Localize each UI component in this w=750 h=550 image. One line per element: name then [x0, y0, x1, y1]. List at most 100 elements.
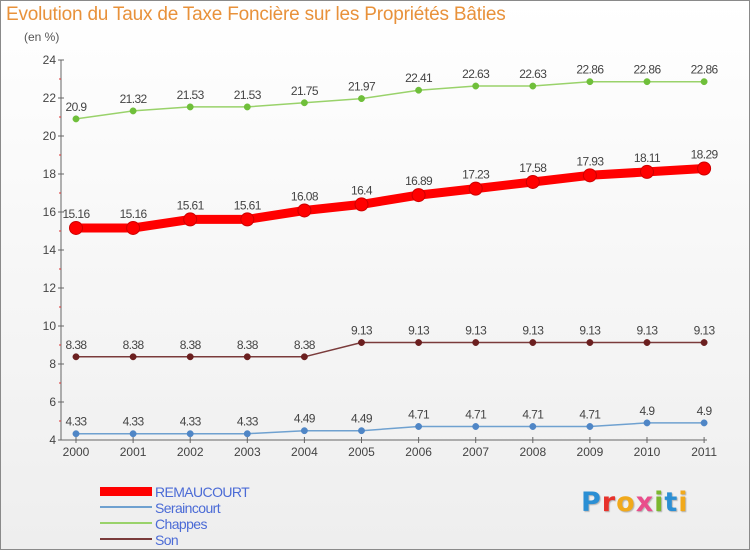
data-label: 9.13	[637, 324, 659, 338]
data-label: 4.49	[351, 412, 373, 426]
data-label: 4.71	[408, 408, 430, 422]
data-point	[129, 353, 137, 361]
chart-unit-label: (en %)	[24, 30, 60, 44]
data-label: 4.33	[66, 415, 88, 429]
data-point	[643, 419, 651, 427]
data-label: 15.61	[234, 198, 262, 212]
logo-letter: P	[581, 487, 602, 518]
data-point	[700, 419, 708, 427]
series-line	[75, 80, 705, 120]
data-point	[586, 423, 594, 430]
x-tick-label: 2002	[177, 445, 204, 459]
data-label: 21.53	[177, 88, 205, 102]
data-label: 8.38	[294, 338, 316, 352]
chart-axes: 4 6 8 10 12 14 16 18 20 22 24 2000 2001 2002 2003 2004 2…	[43, 53, 718, 459]
data-point	[72, 353, 80, 361]
x-tick-label: 2000	[63, 445, 90, 459]
logo-letter: i	[654, 487, 665, 518]
data-point	[354, 197, 369, 212]
data-label: 4.9	[640, 404, 656, 418]
data-label: 4.33	[180, 415, 202, 429]
legend-label: Chappes	[155, 516, 207, 532]
data-label: 4.9	[697, 404, 713, 418]
x-tick-label: 2011	[691, 445, 717, 459]
logo-letter: o	[616, 487, 636, 518]
data-label: 8.38	[66, 338, 88, 352]
data-label: 9.13	[351, 324, 373, 338]
data-point	[300, 99, 308, 107]
x-tick-label: 2005	[348, 445, 375, 459]
data-point	[300, 353, 308, 361]
x-tick-label: 2007	[462, 445, 489, 459]
data-point	[415, 339, 423, 346]
data-label: 21.53	[234, 88, 262, 102]
y-tick-label: 24	[43, 53, 57, 67]
data-label: 9.13	[694, 324, 716, 338]
data-point	[700, 78, 708, 86]
y-tick-label: 22	[43, 91, 57, 105]
data-label: 9.13	[465, 324, 487, 338]
y-tick-label: 8	[49, 357, 56, 371]
chart-series: 20.9 21.32 21.53 21.53 21.75 21.97 22.41 22.63 2…	[62, 63, 719, 438]
data-point	[411, 188, 426, 203]
legend-swatch	[100, 538, 152, 540]
data-point	[525, 174, 540, 189]
data-point	[358, 427, 365, 435]
data-label: 16.89	[405, 174, 433, 188]
data-label: 21.97	[348, 80, 376, 94]
data-label: 9.13	[579, 324, 601, 338]
data-point	[186, 353, 194, 361]
x-tick-label: 2006	[405, 445, 432, 459]
data-point	[529, 82, 537, 90]
legend-label: Son	[155, 532, 179, 548]
data-label: 4.33	[237, 415, 259, 429]
data-label: 21.75	[291, 84, 319, 98]
data-label: 18.29	[691, 147, 719, 161]
data-label: 22.86	[576, 63, 604, 77]
legend-swatch	[100, 486, 152, 496]
data-label: 22.86	[691, 63, 719, 77]
legend-swatch	[100, 506, 152, 508]
series-remaucourt: 15.16 15.16 15.61 15.61 16.08 16.4 16.89 17.23 1…	[62, 147, 719, 235]
x-tick-label: 2010	[634, 445, 661, 459]
series-son: 8.38 8.38 8.38 8.38 8.38 9.13 9.13 9.13 9.13 9.13…	[66, 324, 716, 361]
data-point	[300, 427, 308, 435]
data-label: 15.16	[120, 207, 148, 221]
data-point	[586, 339, 594, 346]
data-point	[72, 430, 80, 438]
data-point	[415, 423, 423, 430]
data-point	[183, 212, 198, 227]
y-tick-label: 18	[43, 167, 57, 181]
x-tick-label: 2003	[234, 445, 261, 459]
data-point	[586, 78, 594, 86]
y-tick-label: 6	[49, 395, 56, 409]
data-label: 15.16	[62, 207, 90, 221]
data-label: 18.11	[634, 151, 661, 165]
x-tick-label: 2008	[519, 445, 546, 459]
y-tick-label: 14	[43, 243, 57, 257]
x-tick-label: 2001	[120, 445, 147, 459]
data-point	[186, 103, 194, 111]
data-point	[472, 82, 480, 90]
data-point	[240, 212, 255, 227]
data-point	[129, 107, 137, 115]
data-point	[643, 339, 651, 346]
data-point	[700, 339, 708, 346]
data-point	[243, 353, 251, 361]
data-point	[468, 181, 483, 196]
x-tick-label: 2009	[577, 445, 604, 459]
data-label: 4.71	[579, 408, 601, 422]
data-label: 4.33	[123, 415, 145, 429]
data-point	[529, 339, 537, 346]
data-point	[415, 86, 423, 94]
y-tick-label: 20	[43, 129, 57, 143]
data-point	[472, 423, 480, 430]
series-line	[75, 422, 705, 435]
data-point	[697, 161, 712, 176]
data-point	[358, 95, 365, 103]
series-line	[71, 164, 709, 233]
series-line	[75, 341, 705, 358]
data-point	[643, 78, 651, 86]
data-label: 9.13	[522, 324, 544, 338]
